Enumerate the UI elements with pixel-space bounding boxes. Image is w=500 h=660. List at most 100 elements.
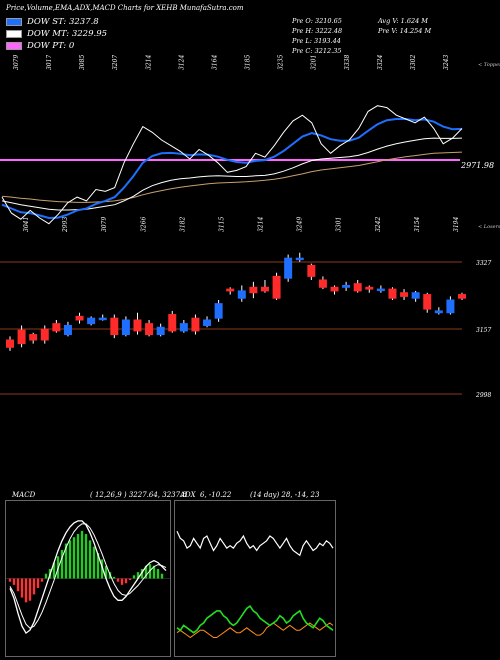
macd-histogram-bar	[104, 565, 108, 579]
bottom-price-label: 3115	[218, 217, 225, 232]
macd-histogram-bar	[8, 578, 12, 582]
macd-histogram-bar	[76, 534, 80, 579]
adx-title: ADX	[180, 491, 196, 499]
candle-body	[434, 310, 443, 314]
ema-fast-line	[1, 118, 463, 220]
candle-body	[249, 286, 258, 294]
macd-histogram-bar	[124, 578, 128, 584]
macd-histogram-bar	[80, 530, 84, 579]
level-label: 2971.98	[460, 161, 494, 170]
candle-body	[446, 299, 455, 314]
top-price-label: 3185	[245, 55, 252, 70]
candle-body	[330, 286, 339, 292]
macd-histogram-bar	[32, 578, 36, 595]
bottom-price-label: 3079	[101, 217, 108, 232]
macd-panel	[5, 500, 171, 657]
top-price-label: 3302	[410, 55, 417, 70]
minus-di-line	[176, 622, 334, 639]
candle-body	[75, 315, 84, 321]
candle-body	[40, 328, 49, 341]
legend-swatch-pt	[6, 41, 22, 50]
candle-body	[6, 339, 14, 348]
legend-label-st: DOW ST: 3237.8	[27, 17, 99, 27]
candle-body	[458, 294, 466, 299]
top-price-label: 3207	[112, 55, 119, 70]
macd-histogram-bar	[20, 578, 24, 598]
macd-histogram-bar	[88, 540, 92, 579]
bottom-price-label: 2993	[62, 217, 69, 233]
candle-body	[145, 323, 154, 336]
adx-extra: (14 day) 28, -14, 23	[250, 491, 320, 499]
top-price-label: 3201	[311, 55, 318, 70]
macd-histogram-bar	[60, 549, 64, 579]
macd-histogram-bar	[112, 576, 116, 579]
candle-body	[121, 319, 130, 336]
bottom-price-label: 3266	[140, 217, 147, 232]
chart-title: Price,Volume,EMA,ADX,MACD Charts for XEH…	[6, 4, 244, 12]
macd-histogram-bar	[128, 578, 132, 581]
legend-dow-mt: DOW MT: 3229.95	[6, 29, 107, 40]
candle-body	[318, 279, 327, 288]
macd-histogram-bar	[84, 534, 88, 579]
adx-chart	[176, 530, 334, 639]
candle-body	[133, 319, 142, 332]
bottom-price-label: 3041	[23, 217, 30, 232]
macd-line	[9, 520, 167, 635]
candle-body	[63, 324, 72, 336]
top-price-label: 3235	[278, 55, 285, 70]
candle-body	[295, 257, 304, 261]
adx-line	[176, 530, 334, 557]
prev-low: Pre L: 3193.44	[292, 37, 341, 45]
top-price-label: 3214	[145, 55, 152, 70]
macd-histogram-bar	[144, 565, 148, 579]
candle-body	[400, 292, 409, 297]
candle-body	[353, 283, 362, 292]
macd-params: ( 12,26,9 ) 3227.64, 3237.8	[90, 491, 187, 499]
candle-body	[29, 334, 38, 341]
macd-chart	[6, 520, 170, 635]
macd-histogram-bar	[116, 578, 120, 582]
bottom-price-label: 3249	[297, 217, 304, 232]
bottom-price-label: 3154	[414, 217, 421, 232]
close-price-line	[1, 105, 463, 225]
macd-histogram-bar	[68, 540, 72, 579]
candle-body	[87, 317, 96, 325]
candle-body	[423, 294, 432, 310]
candle-body	[214, 303, 223, 319]
prev-volume: Pre V: 14.254 M	[378, 27, 432, 35]
prev-open: Pre O: 3210.65	[292, 17, 342, 25]
bottom-price-label: 3214	[258, 217, 265, 232]
top-price-label: 3124	[178, 55, 185, 70]
ema-slow-line	[1, 151, 463, 203]
top-price-label: 3079	[13, 55, 20, 70]
price-chart: 3079 3017 3085 3207 3214 3124 3164 3185 3235 3201…	[0, 55, 500, 399]
candle-body	[191, 317, 200, 332]
legend-swatch-st	[6, 17, 22, 26]
candle-body	[284, 257, 293, 279]
macd-histogram-bar	[152, 565, 156, 579]
candle-body	[52, 323, 61, 332]
avg-volume: Avg V: 1.624 M	[378, 17, 428, 25]
candle-body	[260, 286, 269, 292]
macd-histogram-bar	[160, 573, 164, 579]
macd-histogram-bar	[100, 559, 104, 579]
candle-body	[110, 317, 119, 336]
bottom-price-label: 3301	[336, 217, 343, 232]
candle-body	[411, 292, 420, 299]
price-level-label: 3157	[476, 327, 491, 334]
prev-close: Pre C: 3212.35	[292, 47, 342, 55]
ema-mid-line	[1, 137, 463, 211]
macd-histogram-bar	[24, 578, 28, 603]
top-price-label: 3164	[211, 55, 218, 70]
macd-histogram-bar	[92, 546, 96, 579]
candle-body	[179, 323, 188, 332]
macd-histogram-bar	[44, 573, 48, 579]
legend-label-mt: DOW MT: 3229.95	[27, 29, 108, 39]
candle-body	[237, 290, 246, 299]
legend-dow-pt: DOW PT: 0	[6, 41, 74, 52]
bottom-price-label: 3194	[453, 217, 460, 232]
prev-high: Pre H: 3222.48	[292, 27, 343, 35]
macd-title: MACD	[12, 491, 36, 499]
macd-histogram-bar	[120, 578, 124, 585]
price-level-label: 2998	[475, 392, 491, 399]
